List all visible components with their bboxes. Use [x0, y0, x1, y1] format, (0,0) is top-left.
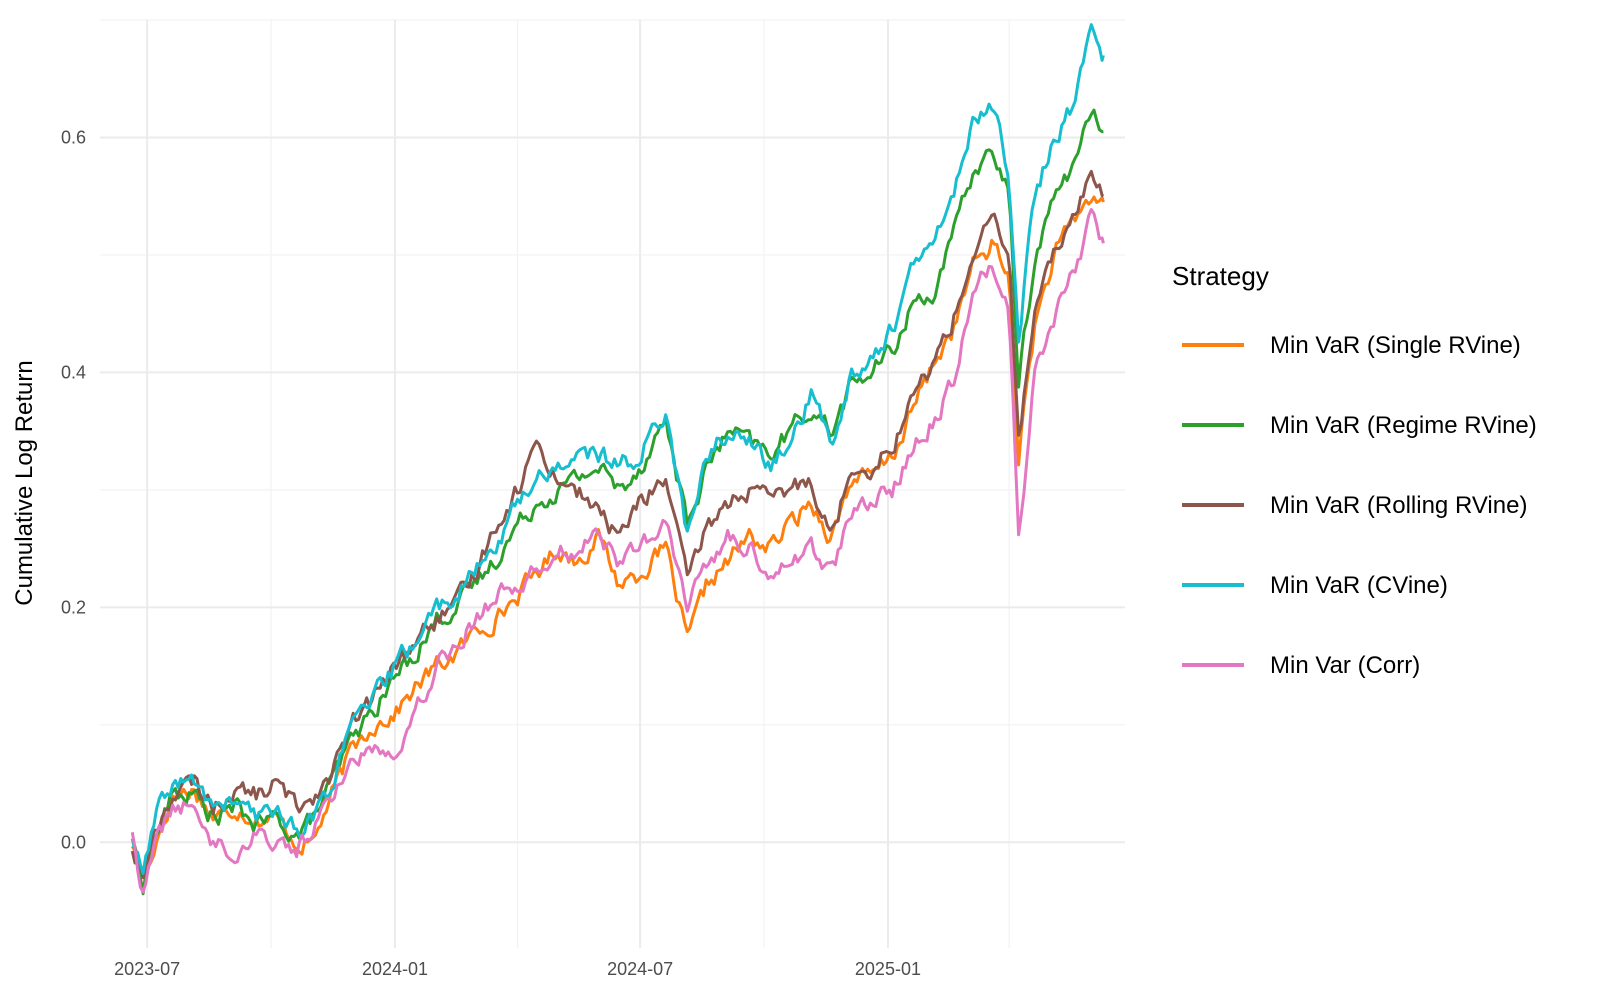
legend-label: Min Var (Corr): [1270, 652, 1420, 679]
legend-label: Min VaR (Rolling RVine): [1270, 492, 1527, 519]
y-tick-label: 0.0: [61, 832, 86, 852]
legend-label: Min VaR (Regime RVine): [1270, 412, 1537, 439]
x-axis-tick-labels: 2023-07 2024-01 2024-07 2025-01: [114, 959, 921, 979]
legend-item: Min VaR (Regime RVine): [1182, 412, 1537, 439]
legend-item: Min Var (Corr): [1182, 652, 1420, 679]
legend-item: Min VaR (CVine): [1182, 572, 1448, 599]
legend-title: Strategy: [1172, 261, 1269, 291]
series-line: [130, 208, 1105, 894]
major-gridlines: [100, 20, 1125, 948]
series-line: [130, 169, 1105, 880]
series-line: [130, 23, 1105, 875]
legend-label: Min VaR (CVine): [1270, 572, 1448, 599]
x-tick-label: 2024-07: [607, 959, 673, 979]
legend-item: Min VaR (Rolling RVine): [1182, 492, 1527, 519]
y-tick-label: 0.4: [61, 362, 86, 382]
legend-item: Min VaR (Single RVine): [1182, 332, 1521, 359]
y-tick-label: 0.6: [61, 127, 86, 147]
x-tick-label: 2025-01: [855, 959, 921, 979]
x-tick-label: 2023-07: [114, 959, 180, 979]
series-line: [131, 195, 1105, 889]
y-axis-title: Cumulative Log Return: [11, 360, 38, 605]
x-tick-label: 2024-01: [362, 959, 428, 979]
series-lines: [130, 23, 1105, 896]
y-tick-label: 0.2: [61, 597, 86, 617]
legend-label: Min VaR (Single RVine): [1270, 332, 1521, 359]
y-axis-tick-labels: 0.0 0.2 0.4 0.6: [61, 127, 86, 852]
series-line: [131, 108, 1104, 896]
legend: Strategy Min VaR (Single RVine) Min VaR (…: [1172, 261, 1537, 679]
